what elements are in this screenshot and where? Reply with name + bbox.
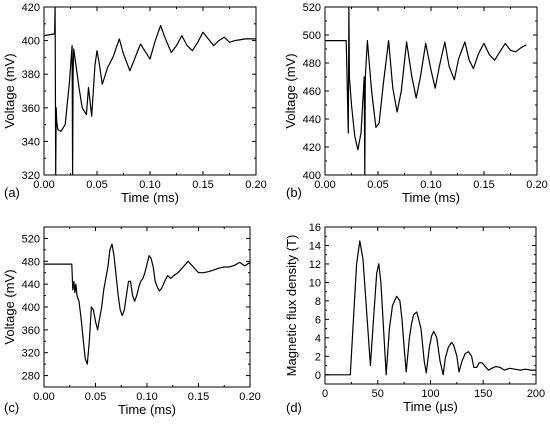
x-tick-label: 50	[372, 388, 384, 400]
y-tick-label: 460	[303, 86, 321, 98]
x-tick-label: 200	[527, 388, 545, 400]
y-tick-label: 360	[22, 103, 40, 115]
chart-panel-3: 0.00 0.05 0.10 0.15 0.20 280 320 360 400 440 480 52…	[2, 226, 261, 417]
x-axis-label: Time (µs)	[403, 399, 458, 414]
y-tick-label: 360	[22, 325, 40, 337]
x-tick-label: 150	[474, 388, 492, 400]
x-tick-label: 0.05	[367, 179, 388, 191]
y-tick-label: 420	[303, 142, 321, 154]
series-line	[44, 243, 250, 365]
y-tick-label: 520	[303, 2, 321, 14]
y-tick-label: 280	[22, 371, 40, 383]
x-tick-label: 0	[322, 388, 328, 400]
series-line	[325, 240, 536, 376]
chart-panel-4: 0 50 100 150 200 0 2 4 6 8 10 12 14 16 Time (µs) Magnet…	[284, 222, 545, 415]
y-tick-label: 12	[309, 259, 321, 271]
x-axis-label: Time (ms)	[402, 190, 460, 205]
x-axis-label: Time (ms)	[121, 190, 179, 205]
x-tick-label: 0.00	[314, 179, 335, 191]
plot-frame	[43, 6, 257, 176]
series-line	[44, 7, 256, 175]
y-tick-label: 340	[22, 136, 40, 148]
y-tick-label: 380	[22, 69, 40, 81]
y-tick-label: 2	[315, 351, 321, 363]
y-tick-label: 440	[22, 279, 40, 291]
y-tick-label: 8	[315, 296, 321, 308]
x-tick-label: 0.20	[239, 391, 260, 403]
y-axis-label: Voltage (mV)	[283, 53, 298, 128]
y-tick-label: 6	[315, 314, 321, 326]
y-tick-label: 14	[309, 240, 321, 252]
x-tick-label: 0.20	[526, 179, 547, 191]
y-tick-label: 500	[303, 30, 321, 42]
y-axis-label: Voltage (mV)	[2, 269, 17, 344]
chart-panel-2: 0.00 0.05 0.10 0.15 0.20 400 420 440 460 480 500 52…	[283, 2, 548, 205]
panel-label: (d)	[286, 400, 302, 415]
x-tick-label: 0.20	[245, 179, 266, 191]
y-tick-label: 320	[22, 170, 40, 182]
x-tick-label: 0.10	[139, 179, 160, 191]
x-tick-label: 0.15	[192, 179, 213, 191]
x-tick-label: 0.00	[33, 391, 54, 403]
plot-frame	[324, 226, 537, 385]
y-axis-label: Voltage (mV)	[2, 53, 17, 128]
chart-panel-1: 0.00 0.05 0.10 0.15 0.20 320 340 360 380 400 420 Ti…	[2, 2, 267, 205]
y-tick-label: 420	[22, 2, 40, 14]
x-tick-label: 0.10	[136, 391, 157, 403]
plot-frame	[324, 6, 538, 176]
y-tick-label: 10	[309, 277, 321, 289]
panel-label: (a)	[4, 185, 20, 200]
y-tick-label: 400	[303, 170, 321, 182]
y-tick-label: 400	[22, 36, 40, 48]
panel-label: (c)	[4, 400, 19, 415]
plot-frame	[43, 226, 251, 388]
x-tick-label: 0.15	[473, 179, 494, 191]
y-tick-label: 400	[22, 302, 40, 314]
x-tick-label: 0.05	[86, 179, 107, 191]
y-tick-label: 0	[315, 370, 321, 382]
y-tick-label: 480	[303, 58, 321, 70]
x-axis-label: Time (ms)	[118, 402, 176, 417]
x-tick-label: 0.15	[188, 391, 209, 403]
y-tick-label: 440	[303, 114, 321, 126]
panel-label: (b)	[286, 185, 302, 200]
x-tick-label: 0.10	[420, 179, 441, 191]
x-tick-label: 0.00	[33, 179, 54, 191]
y-tick-label: 16	[309, 222, 321, 234]
y-axis-label: Magnetic flux density (T)	[284, 235, 299, 377]
y-tick-label: 520	[22, 233, 40, 245]
y-tick-label: 480	[22, 256, 40, 268]
y-tick-label: 320	[22, 348, 40, 360]
y-tick-label: 4	[315, 333, 321, 345]
x-tick-label: 0.05	[85, 391, 106, 403]
series-line	[325, 7, 527, 175]
x-tick-label: 100	[421, 388, 439, 400]
